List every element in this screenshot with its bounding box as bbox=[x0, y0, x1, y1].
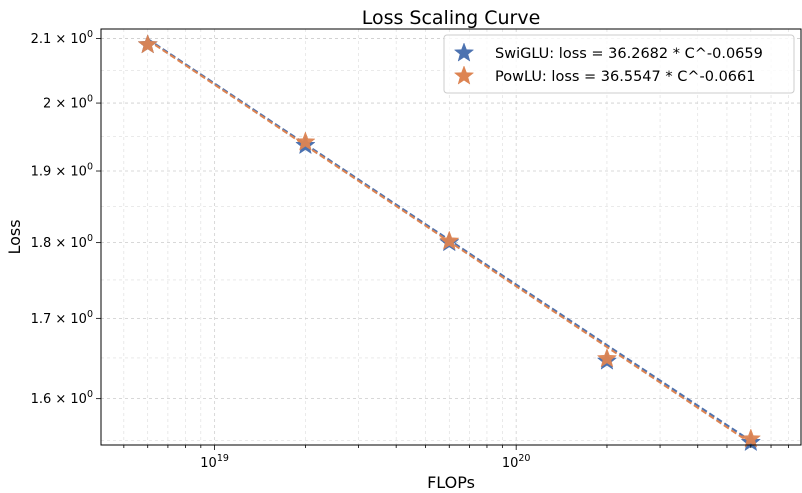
axis-ticks bbox=[96, 38, 789, 450]
y-axis-label: Loss bbox=[5, 219, 24, 254]
y-tick-label: 1.7 × 100 bbox=[31, 309, 93, 327]
plot-area-frame bbox=[100, 28, 802, 446]
chart-title: Loss Scaling Curve bbox=[362, 7, 541, 29]
y-tick-label: 1.8 × 100 bbox=[31, 233, 93, 251]
legend-label-powlu: PowLU: loss = 36.5547 * C^-0.0661 bbox=[495, 69, 755, 85]
powlu-point bbox=[439, 230, 460, 250]
y-tick-label: 2.1 × 100 bbox=[31, 29, 93, 47]
powlu-point bbox=[295, 131, 316, 151]
x-tick-label: 1020 bbox=[502, 453, 531, 471]
legend-label-swiglu: SwiGLU: loss = 36.2682 * C^-0.0659 bbox=[495, 46, 763, 62]
legend: SwiGLU: loss = 36.2682 * C^-0.0659 PowLU… bbox=[443, 34, 795, 94]
x-tick-label: 1019 bbox=[200, 453, 229, 471]
legend-box bbox=[443, 34, 795, 94]
legend-marker-swiglu bbox=[453, 42, 475, 62]
data-markers bbox=[137, 34, 762, 452]
tick-labels: 1019 1020 1.6 × 100 1.7 × 100 1.8 × 100 1.9 ×… bbox=[31, 29, 531, 471]
y-tick-label: 1.6 × 100 bbox=[31, 389, 93, 407]
x-axis-label: FLOPs bbox=[427, 473, 475, 492]
powlu-point bbox=[137, 34, 158, 54]
powlu-point bbox=[740, 428, 762, 448]
legend-marker-powlu bbox=[453, 65, 475, 85]
y-tick-label: 2 × 100 bbox=[43, 94, 93, 112]
powlu-point bbox=[596, 347, 618, 368]
y-tick-label: 1.9 × 100 bbox=[31, 162, 93, 180]
